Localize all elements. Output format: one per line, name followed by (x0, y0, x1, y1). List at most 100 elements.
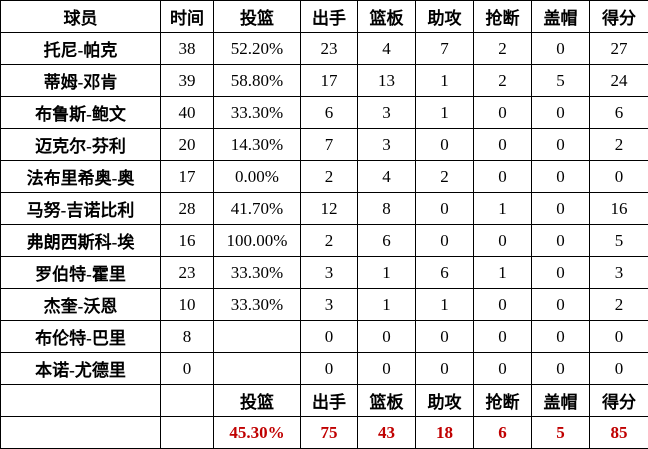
table-row: 布伦特-巴里 8 0 0 0 0 0 0 (0, 320, 648, 353)
steals-cell: 0 (473, 96, 532, 129)
fga-cell: 75 (300, 416, 358, 449)
points-cell: 27 (589, 32, 648, 65)
table-row: 法布里希奥-奥 17 0.00% 2 4 2 0 0 0 (0, 160, 648, 193)
fga-cell: 出手 (300, 0, 358, 33)
fg-pct-cell: 0.00% (213, 160, 301, 193)
minutes-cell: 时间 (160, 0, 214, 33)
minutes-cell: 40 (160, 96, 214, 129)
rebounds-cell: 43 (357, 416, 416, 449)
fga-cell: 3 (300, 256, 358, 289)
points-cell: 6 (589, 96, 648, 129)
blocks-cell: 0 (531, 192, 590, 225)
rebounds-cell: 4 (357, 32, 416, 65)
steals-cell: 1 (473, 192, 532, 225)
fg-pct-cell: 41.70% (213, 192, 301, 225)
assists-cell: 1 (415, 96, 474, 129)
fga-cell: 2 (300, 224, 358, 257)
points-cell: 16 (589, 192, 648, 225)
rebounds-cell: 0 (357, 352, 416, 385)
player-cell: 杰奎-沃恩 (0, 288, 161, 321)
fga-cell: 6 (300, 96, 358, 129)
minutes-cell (160, 384, 214, 417)
fg-pct-cell (213, 320, 301, 353)
points-cell: 85 (589, 416, 648, 449)
rebounds-cell: 1 (357, 288, 416, 321)
minutes-cell: 0 (160, 352, 214, 385)
points-cell: 2 (589, 288, 648, 321)
assists-cell: 2 (415, 160, 474, 193)
header-row: 球员 时间 投篮 出手 篮板 助攻 抢断 盖帽 得分 (0, 0, 648, 33)
fga-cell: 23 (300, 32, 358, 65)
rebounds-cell: 3 (357, 128, 416, 161)
player-cell: 马努-吉诺比利 (0, 192, 161, 225)
steals-cell: 抢断 (473, 0, 532, 33)
player-cell: 弗朗西斯科-埃 (0, 224, 161, 257)
blocks-cell: 0 (531, 288, 590, 321)
steals-cell: 0 (473, 160, 532, 193)
points-cell: 3 (589, 256, 648, 289)
assists-cell: 18 (415, 416, 474, 449)
player-cell (0, 416, 161, 449)
assists-cell: 1 (415, 64, 474, 97)
fg-pct-cell: 投篮 (213, 0, 301, 33)
rebounds-cell: 3 (357, 96, 416, 129)
table-row: 罗伯特-霍里 23 33.30% 3 1 6 1 0 3 (0, 256, 648, 289)
assists-cell: 助攻 (415, 384, 474, 417)
assists-cell: 0 (415, 128, 474, 161)
blocks-cell: 0 (531, 160, 590, 193)
assists-cell: 0 (415, 224, 474, 257)
steals-cell: 抢断 (473, 384, 532, 417)
points-cell: 得分 (589, 0, 648, 33)
table-row: 托尼-帕克 38 52.20% 23 4 7 2 0 27 (0, 32, 648, 65)
blocks-cell: 0 (531, 352, 590, 385)
assists-cell: 1 (415, 288, 474, 321)
steals-cell: 2 (473, 32, 532, 65)
minutes-cell: 8 (160, 320, 214, 353)
minutes-cell (160, 416, 214, 449)
blocks-cell: 5 (531, 416, 590, 449)
steals-cell: 0 (473, 224, 532, 257)
fg-pct-cell: 100.00% (213, 224, 301, 257)
steals-cell: 2 (473, 64, 532, 97)
fg-pct-cell: 52.20% (213, 32, 301, 65)
blocks-cell: 5 (531, 64, 590, 97)
player-cell: 蒂姆-邓肯 (0, 64, 161, 97)
steals-cell: 0 (473, 288, 532, 321)
table-row: 弗朗西斯科-埃 16 100.00% 2 6 0 0 0 5 (0, 224, 648, 257)
player-cell: 布伦特-巴里 (0, 320, 161, 353)
points-cell: 得分 (589, 384, 648, 417)
blocks-cell: 盖帽 (531, 384, 590, 417)
blocks-cell: 0 (531, 96, 590, 129)
assists-cell: 6 (415, 256, 474, 289)
rebounds-cell: 篮板 (357, 384, 416, 417)
fga-cell: 0 (300, 352, 358, 385)
minutes-cell: 39 (160, 64, 214, 97)
points-cell: 5 (589, 224, 648, 257)
steals-cell: 0 (473, 320, 532, 353)
fga-cell: 12 (300, 192, 358, 225)
steals-cell: 6 (473, 416, 532, 449)
player-cell: 球员 (0, 0, 161, 33)
rebounds-cell: 篮板 (357, 0, 416, 33)
totals-row: 45.30% 75 43 18 6 5 85 (0, 416, 648, 449)
rebounds-cell: 8 (357, 192, 416, 225)
table-row: 杰奎-沃恩 10 33.30% 3 1 1 0 0 2 (0, 288, 648, 321)
table-row: 迈克尔-芬利 20 14.30% 7 3 0 0 0 2 (0, 128, 648, 161)
minutes-cell: 38 (160, 32, 214, 65)
assists-cell: 0 (415, 320, 474, 353)
points-cell: 0 (589, 320, 648, 353)
fga-cell: 0 (300, 320, 358, 353)
player-cell: 迈克尔-芬利 (0, 128, 161, 161)
minutes-cell: 20 (160, 128, 214, 161)
rebounds-cell: 0 (357, 320, 416, 353)
points-cell: 2 (589, 128, 648, 161)
player-cell: 布鲁斯-鲍文 (0, 96, 161, 129)
assists-cell: 0 (415, 192, 474, 225)
player-cell: 托尼-帕克 (0, 32, 161, 65)
steals-cell: 0 (473, 128, 532, 161)
blocks-cell: 0 (531, 128, 590, 161)
assists-cell: 助攻 (415, 0, 474, 33)
fga-cell: 17 (300, 64, 358, 97)
rebounds-cell: 13 (357, 64, 416, 97)
